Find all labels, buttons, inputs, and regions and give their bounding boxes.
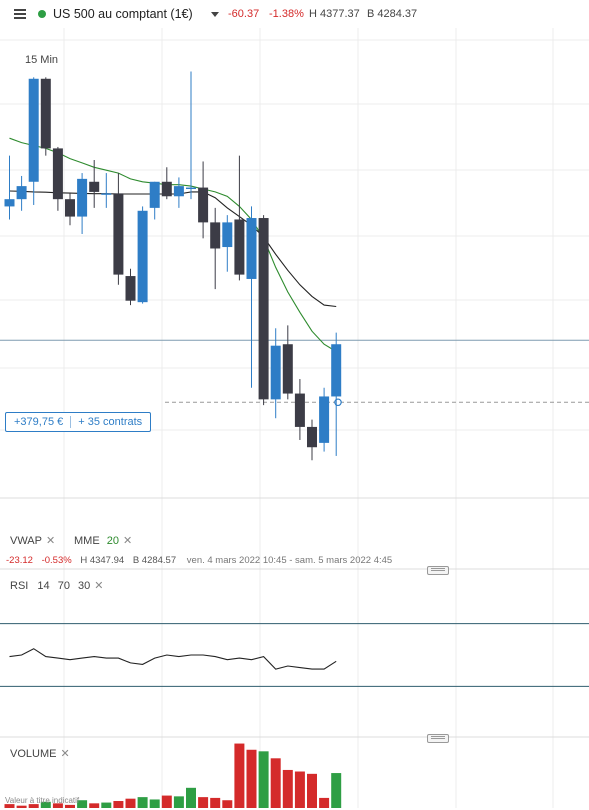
candle-body [77,178,88,217]
candle-body [113,193,124,275]
volume-bar [307,773,317,808]
period-change-pct: -0.53% [41,555,72,566]
candle-body [16,186,27,200]
candle-body [52,148,63,200]
rsi-legend[interactable]: RSI 14 70 30 ✕ [10,579,104,592]
period-stats: -23.12 -0.53% H 4347.94 B 4284.57 ven. 4… [6,555,392,566]
period-range: ven. 4 mars 2022 10:45 - sam. 5 mars 202… [186,555,393,566]
mme-label: MME [74,535,100,547]
chevron-down-icon[interactable] [211,12,219,17]
mme-period: 20 [106,535,119,547]
volume-bar [65,804,75,808]
price-change-pct: -1.38% [269,8,304,20]
mme-legend[interactable]: MME 20 ✕ [74,534,132,547]
candle-body [28,78,39,182]
volume-bar [319,797,330,808]
volume-bar [294,771,305,808]
volume-label: VOLUME [10,748,57,760]
position-badge[interactable]: +379,75 € + 35 contrats [5,412,152,432]
volume-bar [246,749,257,808]
candle-body [101,193,112,195]
rsi-upper: 70 [57,580,70,592]
volume-bar [113,801,124,808]
volume-bar [77,800,88,808]
timeframe-label[interactable]: 15 Min [25,54,59,66]
candle-body [186,187,196,190]
candle-body [222,222,233,248]
volume-bar [125,798,136,808]
volume-bar [222,800,233,808]
candle-body [173,186,184,197]
bid-price: B 4284.37 [367,8,418,20]
vwap-label: VWAP [10,535,42,547]
close-icon[interactable]: ✕ [122,535,133,547]
candle-body [89,181,100,192]
volume-bar [198,797,209,808]
period-high: H 4347.94 [80,555,125,566]
volume-bar [270,758,281,808]
rsi-lower: 30 [78,580,91,592]
volume-bar [89,803,100,808]
vwap-legend[interactable]: VWAP ✕ [10,534,55,547]
volume-bar [186,787,196,808]
period-change: -23.12 [6,555,33,566]
candle-body [149,181,160,208]
volume-bar [101,802,112,808]
volume-bar [234,743,245,808]
candle-body [246,218,257,279]
pane-resize-handle[interactable] [427,734,449,743]
candle-body [4,199,15,207]
candle-body [270,345,281,400]
candle-body [282,344,293,394]
volume-legend[interactable]: VOLUME ✕ [10,747,70,760]
candle-body [65,199,75,217]
volume-bar [258,751,269,808]
candle-body [331,344,342,397]
candle-body [319,396,330,443]
candle-body [161,181,172,197]
vwap-line [9,190,337,308]
pane-resize-handle[interactable] [427,566,449,575]
close-icon[interactable]: ✕ [46,535,56,547]
volume-bar [282,769,293,808]
candle-body [125,276,136,301]
close-icon[interactable]: ✕ [60,748,70,760]
menu-icon[interactable] [14,9,26,19]
volume-bar [16,805,27,808]
rsi-line [9,648,337,670]
candle-body [40,78,51,149]
candle-body [294,393,305,427]
volume-bar [40,801,51,808]
footnote: Valeur à titre indicatif [5,796,80,805]
market-status-dot [38,10,46,18]
volume-bar [28,804,39,808]
candle-body [137,210,148,303]
period-bid: B 4284.57 [132,555,177,566]
candle-body [307,426,317,448]
candle-body [198,187,209,223]
position-size: + 35 contrats [78,416,143,428]
instrument-name[interactable]: US 500 au comptant (1€) [53,7,193,21]
volume-bar [161,795,172,808]
position-divider [70,416,72,428]
mme-line [9,137,337,352]
volume-bar [173,796,184,808]
volume-bar [149,799,160,808]
rsi-label: RSI [10,580,29,592]
candle-body [210,222,221,249]
high-price: H 4377.37 [309,8,360,20]
volume-bar [210,797,221,808]
close-icon[interactable]: ✕ [94,580,104,592]
volume-bar [137,797,148,808]
candle-body [234,219,245,275]
rsi-period: 14 [37,580,50,592]
volume-bar [52,803,63,808]
position-pnl: +379,75 € [14,416,64,428]
price-change: -60.37 [228,8,260,20]
volume-bar [331,773,342,808]
instrument-header: US 500 au comptant (1€) -60.37 -1.38% H … [0,0,589,28]
candle-body [258,218,269,400]
volume-bar [4,804,15,808]
